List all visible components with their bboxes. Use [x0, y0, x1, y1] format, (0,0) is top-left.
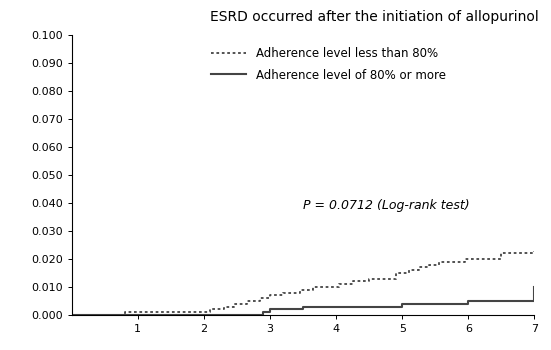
Text: P = 0.0712 (Log-rank test): P = 0.0712 (Log-rank test) [303, 198, 469, 212]
Legend: Adherence level less than 80%, Adherence level of 80% or more: Adherence level less than 80%, Adherence… [207, 44, 449, 85]
Text: ESRD occurred after the initiation of allopurinol: ESRD occurred after the initiation of al… [210, 10, 539, 24]
